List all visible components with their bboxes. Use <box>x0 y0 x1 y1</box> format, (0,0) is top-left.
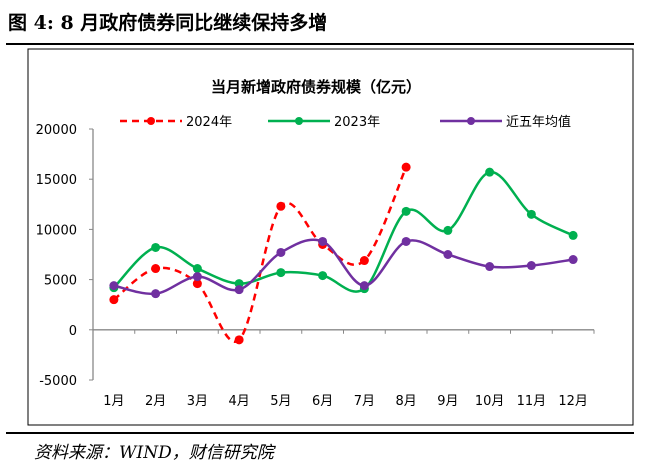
data-point <box>568 255 578 265</box>
data-point <box>485 167 495 177</box>
data-point <box>276 201 286 211</box>
data-point <box>109 281 119 291</box>
y-tick-label: 15000 <box>36 173 77 188</box>
data-point <box>192 272 202 282</box>
data-point <box>234 285 244 295</box>
bottom-rule <box>6 432 634 434</box>
source-note: 资料来源：WIND，财信研究院 <box>34 443 274 463</box>
data-point <box>151 264 161 274</box>
data-point <box>443 225 453 235</box>
y-tick-label: -5000 <box>39 374 77 389</box>
y-tick-label: 0 <box>69 324 77 339</box>
data-point <box>192 264 202 274</box>
data-point <box>234 335 244 345</box>
data-point <box>192 279 202 289</box>
data-point <box>443 250 453 259</box>
data-point <box>151 289 161 299</box>
x-tick-label: 7月 <box>354 394 375 409</box>
chart-title: 当月新增政府债券规模（亿元） <box>211 78 421 96</box>
figure-title: 图 4: 8 月政府债券同比继续保持多增 <box>8 12 328 34</box>
chart-frame <box>27 48 634 426</box>
legend-label: 2023年 <box>334 115 380 130</box>
x-tick-label: 5月 <box>270 394 291 409</box>
series-line-1 <box>112 170 574 293</box>
data-point <box>359 281 369 291</box>
x-tick-label: 2月 <box>145 394 166 409</box>
data-point <box>485 262 495 272</box>
legend-label: 2024年 <box>186 115 232 130</box>
y-tick-label: 5000 <box>44 274 77 289</box>
top-rule <box>6 43 634 45</box>
data-point <box>401 236 411 246</box>
data-point <box>276 268 286 278</box>
x-tick-label: 1月 <box>103 394 124 409</box>
x-tick-label: 6月 <box>312 394 333 409</box>
y-tick-label: 10000 <box>36 223 77 238</box>
legend-marker <box>295 117 303 125</box>
x-tick-label: 11月 <box>517 394 547 409</box>
legend-marker <box>147 117 155 125</box>
data-point <box>151 242 161 252</box>
x-tick-label: 9月 <box>437 394 458 409</box>
data-point <box>318 236 328 246</box>
series-line-0 <box>113 166 408 343</box>
y-tick-label: 20000 <box>36 123 77 138</box>
x-tick-label: 8月 <box>395 394 416 409</box>
x-tick-label: 4月 <box>228 394 249 409</box>
data-point <box>109 295 119 305</box>
data-point <box>359 256 369 266</box>
data-point <box>276 247 286 257</box>
data-point <box>526 209 536 219</box>
x-tick-label: 12月 <box>558 394 588 409</box>
x-tick-label: 3月 <box>187 394 208 409</box>
data-point <box>401 162 411 172</box>
legend-label: 近五年均值 <box>506 114 571 130</box>
data-point <box>401 206 411 216</box>
data-point <box>526 261 536 271</box>
data-point <box>318 271 328 281</box>
x-tick-label: 10月 <box>475 394 505 409</box>
data-point <box>568 230 578 240</box>
legend-marker <box>467 117 475 125</box>
